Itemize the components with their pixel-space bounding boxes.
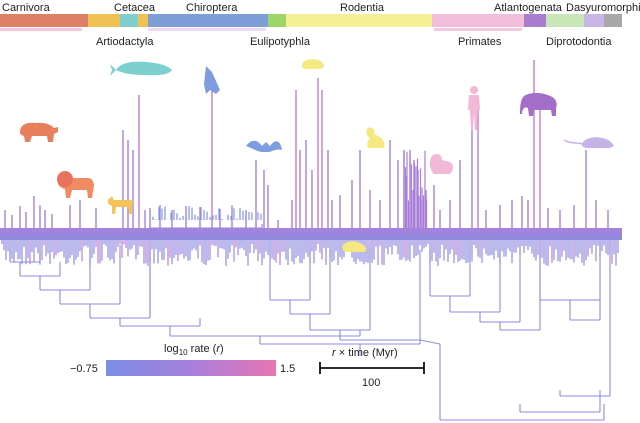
tree-branch xyxy=(419,339,441,345)
mouse-icon xyxy=(302,59,324,69)
clade-bar-atlantogenata xyxy=(524,14,546,27)
clade-bar-primates xyxy=(432,14,524,27)
monkey-icon xyxy=(429,153,453,174)
clade-label-chiroptera: Chiroptera xyxy=(186,2,238,14)
clade-label-rodentia: Rodentia xyxy=(340,2,385,14)
clade-bar-dasyuromorphia xyxy=(584,14,604,27)
tree-tip-spikes xyxy=(4,60,609,228)
clade-color-bar xyxy=(0,14,622,31)
clade-bar-chiroptera xyxy=(148,14,268,27)
clade-label-atlantogenata: Atlantogenata xyxy=(494,2,563,14)
clade-bar-eulipotyphla xyxy=(268,14,286,27)
rate-legend-title-var: r xyxy=(216,343,221,355)
bat-flying-icon xyxy=(246,140,282,152)
clade-label-carnivora: Carnivora xyxy=(2,2,51,14)
rate-legend-title-prefix: log xyxy=(164,343,179,355)
clade-bar-other xyxy=(604,14,622,27)
scale-legend-title: r × time (Myr) xyxy=(332,347,398,359)
clade-label-dasyuromorphia: Dasyuromorphia xyxy=(566,2,640,14)
human-icon xyxy=(468,86,480,130)
rate-legend-title-suffix: rate ( xyxy=(188,343,217,355)
clade-underline-carnivora xyxy=(0,28,82,31)
clade-bar-diprotodontia xyxy=(546,14,584,27)
rate-legend: log10 rate (r) −0.75 1.5 xyxy=(70,343,295,376)
clade-bar-artiodactyla-2 xyxy=(138,14,148,27)
clade-underline-chiroptera xyxy=(148,28,266,31)
scale-legend-var: r xyxy=(332,347,337,359)
clade-label-cetacea: Cetacea xyxy=(114,2,156,14)
bear-icon xyxy=(20,122,58,142)
rate-legend-min: −0.75 xyxy=(70,363,98,375)
scale-legend: r × time (Myr) 100 xyxy=(319,347,425,389)
lion-icon xyxy=(57,171,94,198)
clade-label-diprotodontia: Diprotodontia xyxy=(546,36,612,48)
rate-colorbar xyxy=(106,360,276,376)
clade-label-artiodactyla: Artiodactyla xyxy=(96,36,154,48)
bat-icon xyxy=(204,66,220,94)
scale-legend-value: 100 xyxy=(362,377,380,389)
whale-icon xyxy=(110,61,172,76)
animal-silhouettes xyxy=(20,59,614,252)
clade-bar-cetacea xyxy=(120,14,138,27)
clade-label-eulipotyphla: Eulipotyphla xyxy=(250,36,311,48)
tree-branches xyxy=(0,224,622,421)
rate-legend-title-close: ) xyxy=(220,343,224,355)
rate-legend-title: log10 rate (r) xyxy=(164,343,224,357)
rate-legend-title-sub: 10 xyxy=(179,348,188,357)
clade-bar-rodentia xyxy=(286,14,432,27)
clade-bar-carnivora xyxy=(0,14,88,27)
jerboa-icon xyxy=(342,241,367,252)
rate-legend-max: 1.5 xyxy=(280,363,295,375)
elephant-icon xyxy=(520,93,557,116)
squirrel-icon xyxy=(366,127,385,148)
scale-legend-rest: × time (Myr) xyxy=(336,347,398,359)
clade-underline-primates xyxy=(434,28,522,31)
tree-tip-band xyxy=(0,228,622,240)
deer-icon xyxy=(107,196,134,214)
clade-label-primates: Primates xyxy=(458,36,502,48)
clade-bar-artiodactyla xyxy=(88,14,120,27)
rat-icon xyxy=(563,137,614,148)
